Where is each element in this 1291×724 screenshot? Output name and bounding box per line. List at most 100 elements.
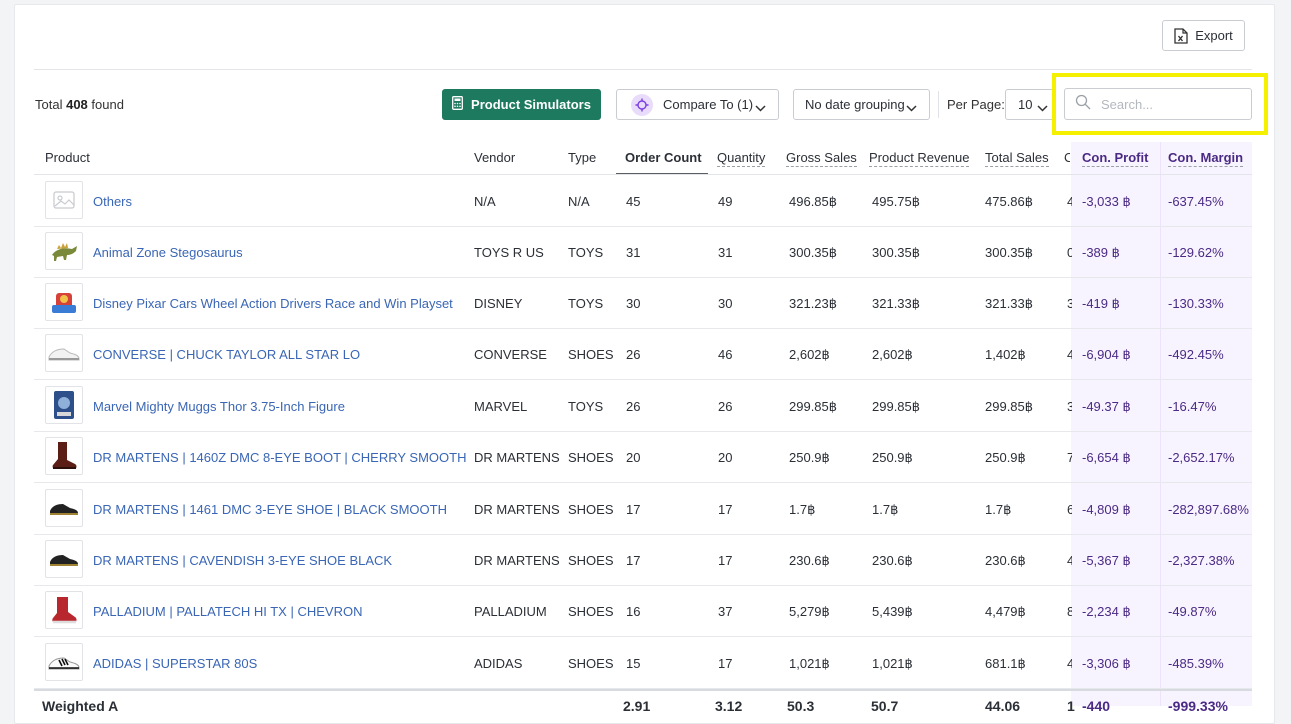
table-header: Product Vendor Type Order Count Quantity… — [34, 142, 1252, 175]
cell-gross-sales: 299.85฿ — [789, 399, 838, 414]
cell-order-count: 45 — [626, 194, 641, 209]
footer-divider — [34, 689, 1252, 691]
product-simulators-button[interactable]: Product Simulators — [442, 89, 601, 120]
cell-truncated: 4 — [1067, 656, 1072, 671]
product-simulators-label: Product Simulators — [471, 97, 591, 112]
cell-order-count: 20 — [626, 450, 641, 465]
cell-product-revenue: 1.7฿ — [872, 502, 899, 517]
header-con-profit[interactable]: Con. Profit — [1082, 150, 1149, 167]
cell-vendor: DR MARTENS — [474, 450, 560, 465]
product-link[interactable]: DR MARTENS | CAVENDISH 3-EYE SHOE BLACK — [93, 553, 393, 568]
product-thumbnail[interactable] — [45, 591, 83, 629]
cell-order-count: 31 — [626, 245, 641, 260]
cell-vendor: CONVERSE — [474, 347, 547, 362]
excel-file-icon — [1174, 27, 1188, 44]
cell-product-revenue: 1,021฿ — [872, 656, 913, 671]
cell-total-sales: 230.6฿ — [985, 553, 1026, 568]
product-thumbnail[interactable] — [45, 437, 83, 475]
cell-type: SHOES — [568, 656, 614, 671]
search-input[interactable] — [1099, 95, 1249, 113]
product-thumbnail[interactable] — [45, 386, 83, 424]
header-order-count[interactable]: Order Count — [625, 150, 702, 165]
cell-order-count: 26 — [626, 399, 641, 414]
product-link[interactable]: ADIDAS | SUPERSTAR 80S — [93, 656, 258, 671]
cell-gross-sales: 5,279฿ — [789, 604, 830, 619]
cell-product-revenue: 2,602฿ — [872, 347, 913, 362]
cell-con-profit: -419 ฿ — [1082, 296, 1120, 311]
cell-quantity: 30 — [718, 296, 733, 311]
cell-con-profit: -2,234 ฿ — [1082, 604, 1131, 619]
cell-vendor: MARVEL — [474, 399, 528, 414]
cell-truncated: 8 — [1067, 604, 1072, 619]
product-link[interactable]: Animal Zone Stegosaurus — [93, 245, 243, 260]
compare-to-dropdown[interactable]: Compare To (1) — [616, 89, 779, 120]
cell-gross-sales: 1.7฿ — [789, 502, 816, 517]
table-row: DR MARTENS | 1461 DMC 3-EYE SHOE | BLACK… — [34, 483, 1252, 535]
cell-con-margin: -129.62% — [1168, 245, 1224, 260]
table-row: DR MARTENS | 1460Z DMC 8-EYE BOOT | CHER… — [34, 431, 1252, 483]
cell-quantity: 20 — [718, 450, 733, 465]
product-thumbnail[interactable] — [45, 181, 83, 219]
chevron-down-icon — [755, 100, 766, 115]
product-link[interactable]: Disney Pixar Cars Wheel Action Drivers R… — [93, 296, 453, 311]
table-row: Disney Pixar Cars Wheel Action Drivers R… — [34, 277, 1252, 329]
cell-con-margin: -49.87% — [1168, 604, 1217, 619]
cell-truncated: 4 — [1067, 347, 1072, 362]
cell-gross-sales: 250.9฿ — [789, 450, 830, 465]
cell-product-revenue: 299.85฿ — [872, 399, 921, 414]
header-product-revenue[interactable]: Product Revenue — [869, 150, 970, 167]
product-thumbnail[interactable] — [45, 643, 83, 681]
cell-total-sales: 321.33฿ — [985, 296, 1034, 311]
cell-quantity: 17 — [718, 502, 733, 517]
header-con-margin[interactable]: Con. Margin — [1168, 150, 1244, 167]
cell-gross-sales: 1,021฿ — [789, 656, 830, 671]
header-quantity[interactable]: Quantity — [717, 150, 766, 167]
cell-order-count: 17 — [626, 553, 641, 568]
cell-order-count: 30 — [626, 296, 641, 311]
cell-type: N/A — [568, 194, 590, 209]
product-link[interactable]: Others — [93, 194, 133, 209]
header-product[interactable]: Product — [45, 150, 90, 165]
cell-truncated: 7 — [1067, 450, 1072, 465]
cell-vendor: TOYS R US — [474, 245, 544, 260]
header-truncated[interactable]: C — [1064, 150, 1070, 165]
product-thumbnail[interactable] — [45, 540, 83, 578]
header-total-sales[interactable]: Total Sales — [985, 150, 1049, 167]
cell-gross-sales: 230.6฿ — [789, 553, 830, 568]
product-thumbnail[interactable] — [45, 232, 83, 270]
cell-vendor: DISNEY — [474, 296, 523, 311]
cell-con-profit: -49.37 ฿ — [1082, 399, 1131, 414]
export-button[interactable]: Export — [1162, 20, 1245, 51]
table-row: ADIDAS | SUPERSTAR 80S ADIDAS SHOES 15 17 1,0… — [34, 637, 1252, 689]
search-icon — [1075, 94, 1091, 115]
cell-type: SHOES — [568, 347, 614, 362]
cell-order-count: 16 — [626, 604, 641, 619]
product-link[interactable]: CONVERSE | CHUCK TAYLOR ALL STAR LO — [93, 347, 361, 362]
table-row: Marvel Mighty Muggs Thor 3.75-Inch Figur… — [34, 380, 1252, 432]
cell-truncated: 0 — [1067, 245, 1072, 260]
cell-vendor: DR MARTENS — [474, 553, 560, 568]
product-thumbnail[interactable] — [45, 489, 83, 527]
header-gross-sales[interactable]: Gross Sales — [786, 150, 857, 167]
footer-quantity: 3.12 — [715, 698, 743, 714]
product-link[interactable]: Marvel Mighty Muggs Thor 3.75-Inch Figur… — [93, 399, 345, 414]
header-type[interactable]: Type — [568, 150, 597, 165]
header-vendor[interactable]: Vendor — [474, 150, 516, 165]
cell-type: SHOES — [568, 553, 614, 568]
cell-type: SHOES — [568, 604, 614, 619]
cell-truncated: 3 — [1067, 399, 1072, 414]
cell-order-count: 15 — [626, 656, 641, 671]
cell-gross-sales: 321.23฿ — [789, 296, 838, 311]
product-link[interactable]: DR MARTENS | 1461 DMC 3-EYE SHOE | BLACK… — [93, 502, 447, 517]
per-page-select[interactable]: 10 — [1005, 89, 1055, 120]
cell-con-margin: -637.45% — [1168, 194, 1224, 209]
cell-order-count: 26 — [626, 347, 641, 362]
date-grouping-select[interactable]: No date grouping — [793, 89, 930, 120]
search-field[interactable] — [1064, 88, 1252, 120]
table-row: Animal Zone Stegosaurus TOYS R US TOYS 31 31… — [34, 226, 1252, 278]
product-link[interactable]: PALLADIUM | PALLATECH HI TX | CHEVRON — [93, 604, 363, 619]
product-thumbnail[interactable] — [45, 334, 83, 372]
product-thumbnail[interactable] — [45, 283, 83, 321]
product-link[interactable]: DR MARTENS | 1460Z DMC 8-EYE BOOT | CHER… — [93, 450, 467, 465]
cell-con-profit: -6,654 ฿ — [1082, 450, 1131, 465]
